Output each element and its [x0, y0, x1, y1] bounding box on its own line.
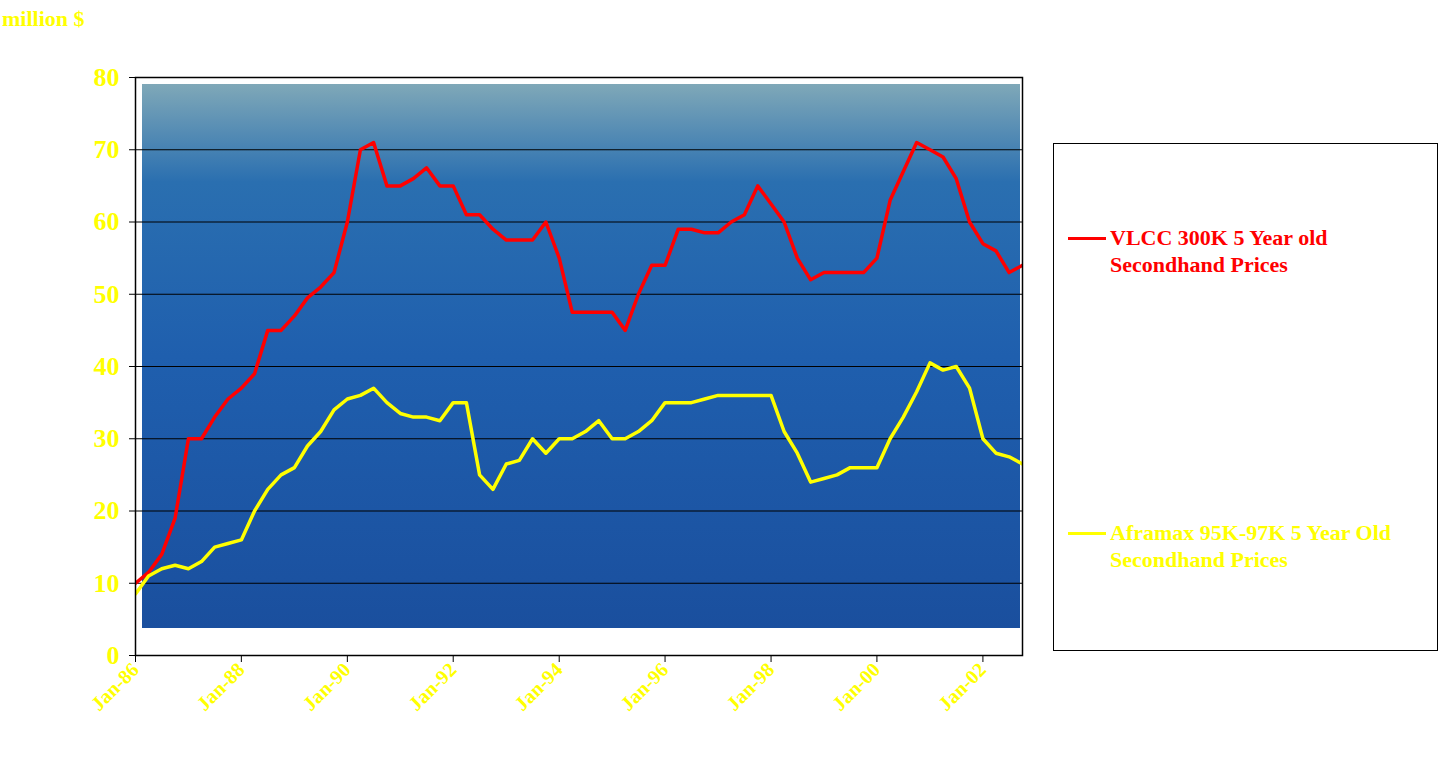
- svg-text:Jan-86: Jan-86: [86, 658, 142, 714]
- svg-text:Jan-90: Jan-90: [298, 658, 354, 714]
- svg-text:Jan-92: Jan-92: [404, 658, 460, 714]
- svg-text:Jan-00: Jan-00: [828, 658, 884, 714]
- svg-text:Jan-88: Jan-88: [192, 658, 248, 714]
- svg-text:60: 60: [94, 207, 120, 236]
- html-text:VLCC 300K 5 Year old Secondhan: VLCC 300K 5 Year old Secondhand Prices: [1110, 225, 1328, 277]
- svg-text:10: 10: [94, 569, 120, 598]
- svg-text:Jan-98: Jan-98: [722, 658, 778, 714]
- svg-text:50: 50: [94, 280, 120, 309]
- svg-text:Jan-94: Jan-94: [510, 658, 566, 714]
- svg-text:80: 80: [94, 63, 120, 92]
- html-text:Aframax 95K-97K 5 Year Old Sec: Aframax 95K-97K 5 Year Old Secondhand Pr…: [1110, 520, 1392, 572]
- svg-text:Jan-96: Jan-96: [616, 658, 672, 714]
- svg-text:Jan-02: Jan-02: [934, 658, 990, 714]
- svg-text:70: 70: [94, 135, 120, 164]
- svg-text:30: 30: [94, 424, 120, 453]
- svg-text:20: 20: [94, 496, 120, 525]
- svg-text:0: 0: [107, 641, 120, 670]
- svg-text:40: 40: [94, 352, 120, 381]
- html-text:million $: million $: [2, 6, 85, 31]
